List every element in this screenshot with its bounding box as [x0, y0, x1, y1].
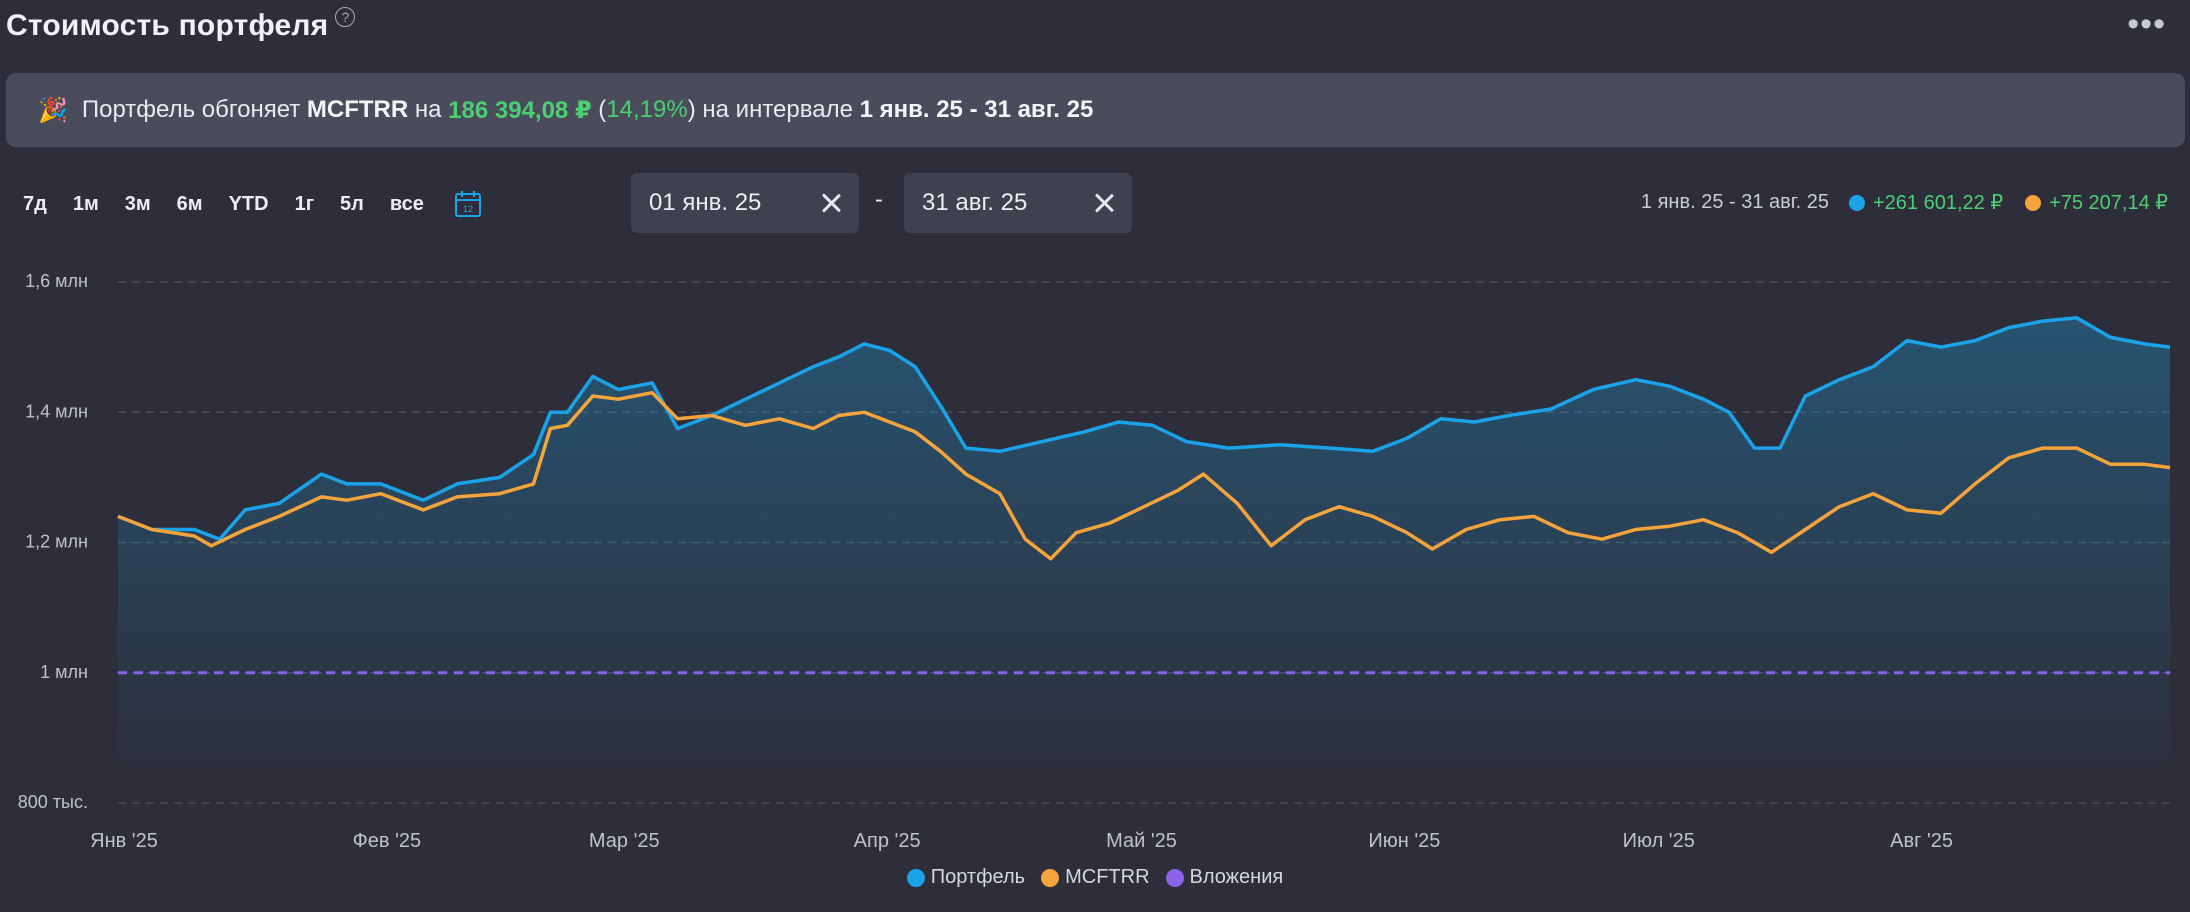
- more-options-icon[interactable]: •••: [2127, 5, 2166, 43]
- period-selector: 7д 1м 3м 6м YTD 1г 5л все 12: [10, 182, 485, 226]
- party-icon: 🎉: [38, 96, 68, 124]
- x-tick-label: Мар '25: [589, 830, 660, 852]
- banner-text-2: на: [408, 96, 449, 123]
- portfolio-area: [118, 317, 2170, 763]
- page-title: Стоимость портфеля: [6, 9, 329, 42]
- banner-paren-open: (: [591, 96, 607, 123]
- x-tick-label: Фев '25: [353, 830, 422, 852]
- y-tick-label: 1,2 млн: [25, 532, 88, 552]
- benchmark-change: +75 207,14 ₽: [2049, 192, 2168, 214]
- legend-label: Вложения: [1189, 866, 1284, 888]
- x-tick-label: Авг '25: [1890, 830, 1953, 852]
- legend-item-investments[interactable]: Вложения: [1165, 866, 1284, 889]
- period-all-button[interactable]: все: [389, 193, 424, 215]
- period-1y-button[interactable]: 1г: [294, 193, 315, 215]
- header: Стоимость портфеля ?: [6, 6, 356, 46]
- date-to-field[interactable]: 31 авг. 25: [904, 173, 1132, 233]
- y-tick-label: 800 тыс.: [18, 792, 88, 812]
- svg-text:12: 12: [463, 204, 473, 214]
- help-icon[interactable]: ?: [335, 7, 356, 27]
- period-7d-button[interactable]: 7д: [23, 193, 47, 215]
- legend-label: MCFTRR: [1065, 866, 1150, 888]
- portfolio-value-chart[interactable]: 800 тыс. 1 млн 1,2 млн 1,4 млн 1,6 млн Янв '2…: [0, 250, 2190, 860]
- date-from-value: 01 янв. 25: [649, 189, 762, 216]
- benchmark-dot-icon: [2025, 194, 2042, 211]
- period-6m-button[interactable]: 6м: [176, 193, 203, 215]
- legend-item-benchmark[interactable]: MCFTRR: [1041, 866, 1150, 889]
- x-tick-label: Июл '25: [1623, 830, 1695, 852]
- x-tick-label: Янв '25: [90, 830, 158, 852]
- series-line-1: [117, 390, 2171, 561]
- portfolio-legend-dot-icon: [906, 868, 925, 887]
- period-5y-button[interactable]: 5л: [340, 193, 364, 215]
- outperformance-banner: 🎉 Портфель обгоняет MCFTRR на 186 394,08…: [6, 73, 2185, 147]
- y-tick-label: 1,6 млн: [25, 271, 88, 291]
- period-1m-button[interactable]: 1м: [72, 193, 99, 215]
- banner-text-1: Портфель обгоняет: [81, 96, 307, 123]
- banner-percent: 14,19%: [606, 96, 688, 123]
- y-tick-label: 1,4 млн: [25, 401, 88, 421]
- x-tick-label: Май '25: [1106, 830, 1177, 852]
- banner-interval: 1 янв. 25 - 31 авг. 25: [859, 96, 1094, 123]
- portfolio-change: +261 601,22 ₽: [1873, 192, 2004, 214]
- clear-date-to-icon[interactable]: [1092, 191, 1116, 215]
- banner-benchmark: MCFTRR: [306, 96, 409, 123]
- chart-legend: Портфель MCFTRR Вложения: [0, 866, 2190, 889]
- series-line-0: [117, 316, 2171, 541]
- legend-label: Портфель: [930, 866, 1026, 888]
- clear-date-from-icon[interactable]: [819, 191, 843, 215]
- y-tick-label: 1 млн: [40, 662, 88, 682]
- calendar-icon[interactable]: 12: [451, 187, 485, 221]
- date-from-field[interactable]: 01 янв. 25: [631, 173, 859, 233]
- benchmark-legend-dot-icon: [1041, 868, 1060, 887]
- date-to-value: 31 авг. 25: [922, 189, 1028, 216]
- period-ytd-button[interactable]: YTD: [228, 193, 269, 215]
- banner-paren-close: ): [687, 96, 696, 123]
- period-summary: 1 янв. 25 - 31 авг. 25 +261 601,22 ₽ +75…: [1641, 190, 2168, 215]
- banner-amount: 186 394,08 ₽: [448, 96, 592, 124]
- x-tick-label: Апр '25: [854, 830, 921, 852]
- x-tick-label: Июн '25: [1368, 830, 1440, 852]
- banner-text-3: на интервале: [695, 96, 860, 123]
- date-separator: -: [875, 186, 883, 213]
- period-3m-button[interactable]: 3м: [124, 193, 151, 215]
- investments-legend-dot-icon: [1165, 868, 1184, 887]
- summary-range: 1 янв. 25 - 31 авг. 25: [1640, 191, 1829, 213]
- legend-item-portfolio[interactable]: Портфель: [906, 866, 1026, 889]
- portfolio-dot-icon: [1849, 194, 1865, 211]
